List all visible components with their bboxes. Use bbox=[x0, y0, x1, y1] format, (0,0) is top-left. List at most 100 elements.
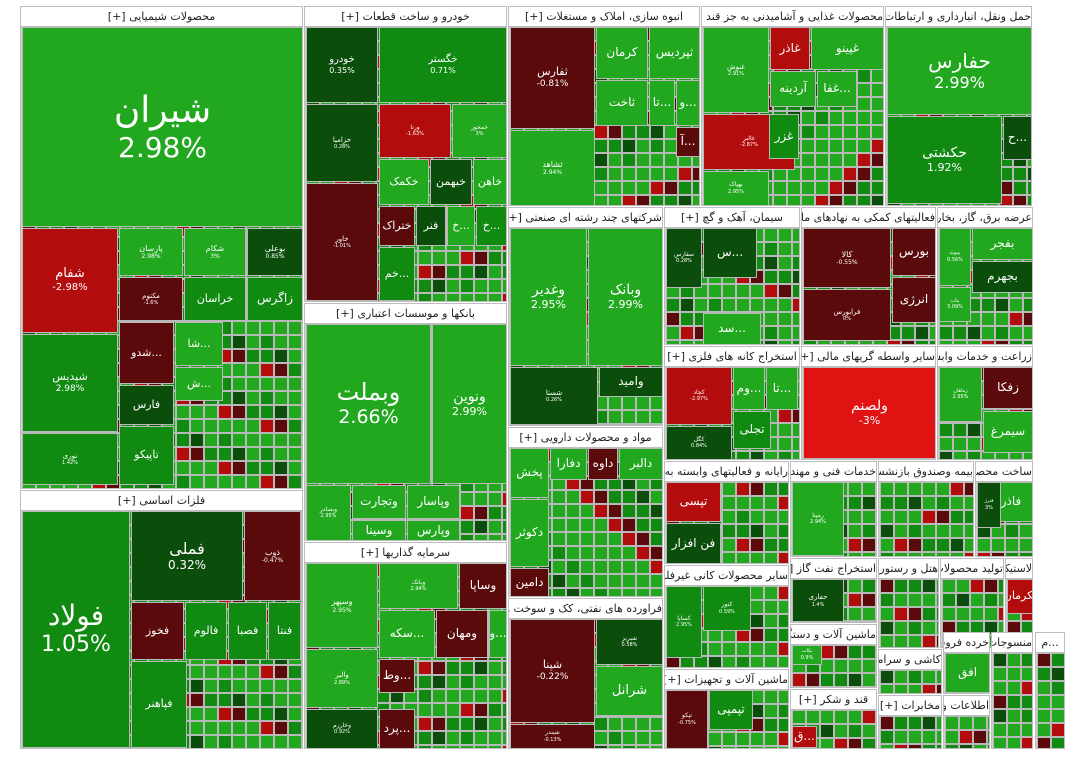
small-stock-tile[interactable] bbox=[967, 451, 981, 459]
small-stock-tile[interactable] bbox=[1007, 695, 1021, 709]
small-stock-tile[interactable] bbox=[843, 139, 857, 153]
small-stock-tile[interactable] bbox=[302, 69, 303, 83]
small-stock-tile[interactable] bbox=[288, 679, 302, 693]
small-stock-tile[interactable] bbox=[260, 665, 274, 679]
stock-tile[interactable]: ...شا bbox=[175, 322, 223, 366]
small-stock-tile[interactable] bbox=[246, 735, 260, 748]
sector-header[interactable]: بیمه وصندوق بازنشستگی [+] bbox=[879, 462, 973, 482]
small-stock-tile[interactable] bbox=[1037, 653, 1051, 667]
stock-tile[interactable]: ...ش bbox=[175, 367, 223, 401]
small-stock-tile[interactable] bbox=[622, 195, 636, 205]
small-stock-tile[interactable] bbox=[636, 490, 650, 504]
small-stock-tile[interactable] bbox=[922, 552, 936, 556]
small-stock-tile[interactable] bbox=[552, 546, 566, 560]
small-stock-tile[interactable] bbox=[894, 579, 908, 593]
sector-2[interactable]: خودرو و ساخت قطعات [+] خودرو 0.35% خگستر 0.7… bbox=[304, 6, 507, 302]
sector-header[interactable]: ...م bbox=[1036, 633, 1064, 653]
small-stock-tile[interactable] bbox=[876, 724, 877, 738]
small-stock-tile[interactable] bbox=[708, 732, 722, 746]
small-stock-tile[interactable] bbox=[829, 181, 843, 195]
stock-tile[interactable]: تاپیکو bbox=[119, 426, 174, 485]
stock-tile[interactable]: ...سد bbox=[703, 313, 761, 344]
small-stock-tile[interactable] bbox=[922, 684, 936, 693]
small-stock-tile[interactable] bbox=[778, 284, 792, 298]
small-stock-tile[interactable] bbox=[778, 409, 792, 423]
sector-header[interactable]: رایانه و فعالیتهای وابسته به آن [+] bbox=[665, 462, 788, 482]
small-stock-tile[interactable] bbox=[580, 490, 594, 504]
small-stock-tile[interactable] bbox=[190, 707, 204, 721]
sector-12[interactable]: رایانه و فعالیتهای وابسته به آن [+] تپسی ف… bbox=[664, 461, 789, 564]
small-stock-tile[interactable] bbox=[1023, 326, 1032, 340]
small-stock-tile[interactable] bbox=[901, 340, 915, 344]
small-stock-tile[interactable] bbox=[274, 707, 288, 721]
small-stock-tile[interactable] bbox=[984, 593, 998, 607]
stock-tile[interactable]: بپیوند 0.56% bbox=[939, 228, 971, 286]
small-stock-tile[interactable] bbox=[636, 167, 650, 181]
small-stock-tile[interactable] bbox=[722, 524, 736, 538]
small-stock-tile[interactable] bbox=[274, 721, 288, 735]
small-stock-tile[interactable] bbox=[880, 621, 894, 635]
small-stock-tile[interactable] bbox=[274, 433, 288, 447]
small-stock-tile[interactable] bbox=[1021, 695, 1032, 709]
small-stock-tile[interactable] bbox=[908, 621, 922, 635]
small-stock-tile[interactable] bbox=[764, 732, 778, 746]
small-stock-tile[interactable] bbox=[1019, 552, 1032, 556]
small-stock-tile[interactable] bbox=[474, 661, 488, 675]
small-stock-tile[interactable] bbox=[274, 461, 288, 475]
small-stock-tile[interactable] bbox=[820, 738, 834, 748]
stock-tile[interactable]: وبانک 2.99% bbox=[588, 228, 662, 366]
small-stock-tile[interactable] bbox=[666, 340, 680, 344]
small-stock-tile[interactable] bbox=[176, 447, 190, 461]
stock-tile[interactable]: ثپردیس bbox=[649, 27, 699, 79]
small-stock-tile[interactable] bbox=[778, 552, 788, 563]
stock-tile[interactable]: وسپهر 2.95% bbox=[306, 563, 378, 648]
small-stock-tile[interactable] bbox=[750, 746, 764, 748]
small-stock-tile[interactable] bbox=[936, 579, 938, 593]
small-stock-tile[interactable] bbox=[894, 496, 908, 510]
small-stock-tile[interactable] bbox=[764, 600, 778, 614]
stock-tile[interactable]: ثاخت bbox=[596, 80, 648, 126]
small-stock-tile[interactable] bbox=[488, 265, 502, 279]
small-stock-tile[interactable] bbox=[964, 552, 973, 556]
stock-tile[interactable]: دالبر bbox=[619, 448, 662, 480]
small-stock-tile[interactable] bbox=[260, 693, 274, 707]
small-stock-tile[interactable] bbox=[566, 574, 580, 588]
stock-tile[interactable]: شیران 2.98% bbox=[22, 27, 302, 227]
small-stock-tile[interactable] bbox=[1007, 737, 1021, 748]
stock-tile[interactable]: تجلی bbox=[733, 411, 771, 449]
small-stock-tile[interactable] bbox=[894, 730, 908, 744]
small-stock-tile[interactable] bbox=[792, 423, 799, 437]
small-stock-tile[interactable] bbox=[967, 340, 981, 344]
small-stock-tile[interactable] bbox=[636, 588, 650, 596]
small-stock-tile[interactable] bbox=[302, 377, 303, 391]
small-stock-tile[interactable] bbox=[204, 447, 218, 461]
small-stock-tile[interactable] bbox=[446, 265, 460, 279]
stock-tile[interactable]: خراسان bbox=[184, 277, 246, 321]
small-stock-tile[interactable] bbox=[901, 326, 915, 340]
small-stock-tile[interactable] bbox=[736, 732, 750, 746]
small-stock-tile[interactable] bbox=[446, 293, 460, 301]
small-stock-tile[interactable] bbox=[260, 321, 274, 335]
small-stock-tile[interactable] bbox=[302, 307, 303, 321]
small-stock-tile[interactable] bbox=[708, 746, 722, 748]
small-stock-tile[interactable] bbox=[302, 321, 303, 335]
small-stock-tile[interactable] bbox=[636, 410, 650, 424]
stock-tile[interactable]: ونوین 2.99% bbox=[432, 324, 506, 484]
small-stock-tile[interactable] bbox=[1027, 195, 1031, 205]
sector-header[interactable]: فلزات اساسی [+] bbox=[21, 491, 302, 511]
small-stock-tile[interactable] bbox=[1009, 340, 1023, 344]
small-stock-tile[interactable] bbox=[993, 681, 1007, 695]
small-stock-tile[interactable] bbox=[939, 423, 953, 437]
small-stock-tile[interactable] bbox=[801, 153, 815, 167]
small-stock-tile[interactable] bbox=[678, 181, 692, 195]
small-stock-tile[interactable] bbox=[848, 687, 862, 688]
stock-tile[interactable]: کنور 0.59% bbox=[703, 586, 751, 631]
stock-tile[interactable]: تپمپی bbox=[709, 690, 753, 730]
small-stock-tile[interactable] bbox=[650, 195, 664, 205]
small-stock-tile[interactable] bbox=[922, 607, 936, 621]
small-stock-tile[interactable] bbox=[302, 539, 303, 553]
small-stock-tile[interactable] bbox=[801, 167, 815, 181]
